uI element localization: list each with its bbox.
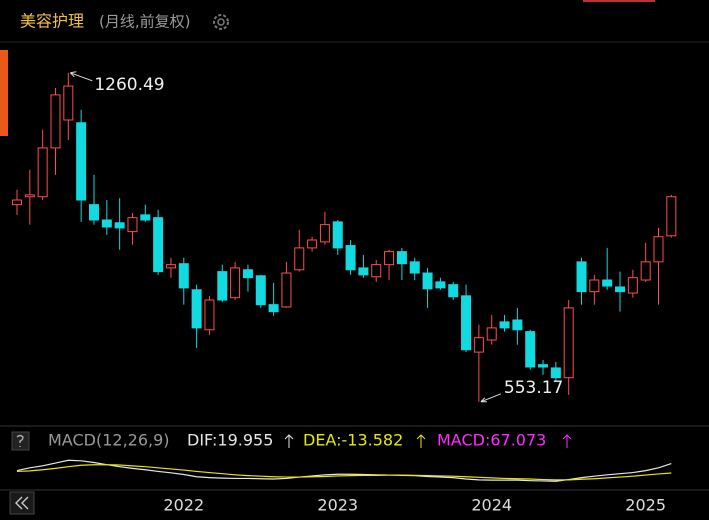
candle-body	[178, 263, 189, 289]
candle-body	[666, 196, 677, 237]
candle-body	[473, 337, 484, 353]
chart-title: 美容护理	[20, 12, 84, 31]
candle-body	[602, 279, 613, 287]
candle-body	[268, 304, 279, 313]
candle-body	[345, 245, 356, 271]
candle-body	[230, 267, 241, 299]
legend-label: MACD:67.073	[437, 431, 546, 450]
candle-body	[37, 147, 48, 198]
gear-outer[interactable]	[213, 14, 229, 30]
candle-body	[640, 261, 651, 281]
min-label: 553.17	[504, 378, 563, 398]
candle-body	[165, 264, 176, 269]
candle-body	[461, 295, 472, 351]
candle-body	[217, 271, 228, 301]
candle-body	[63, 85, 74, 121]
candle-body	[422, 272, 433, 290]
collapse-button[interactable]	[9, 491, 35, 515]
candle-body	[307, 239, 318, 249]
candle-body	[499, 321, 510, 329]
candle-body	[50, 94, 61, 149]
candle-body	[486, 327, 497, 341]
candle-body	[140, 214, 151, 221]
candle-body	[24, 194, 35, 198]
candle-body	[384, 251, 395, 266]
x-tick-label: 2023	[317, 496, 358, 515]
candle-body	[550, 367, 561, 379]
candle-body	[204, 299, 215, 331]
candle-body	[538, 364, 549, 368]
settings-icon[interactable]	[213, 14, 229, 30]
candle-body	[76, 122, 87, 201]
candle-body	[615, 286, 626, 293]
candle-body	[512, 319, 523, 331]
candle-body	[281, 272, 292, 308]
candle-body	[127, 217, 138, 233]
candle-body	[435, 281, 446, 289]
help-button[interactable]	[11, 431, 30, 451]
candle-body	[332, 221, 343, 249]
trend-arrow	[284, 434, 294, 448]
candle-body	[576, 261, 587, 293]
collapse-glyph[interactable]	[15, 496, 29, 510]
candle-body	[371, 264, 382, 278]
trend-arrow	[562, 434, 572, 448]
x-tick-label: 2024	[471, 496, 512, 515]
candle-body	[409, 261, 420, 274]
tab-indicator	[583, 0, 655, 2]
legend-label: DIF:19.955	[187, 431, 273, 450]
candle-body	[101, 219, 112, 228]
gear-inner[interactable]	[217, 18, 225, 26]
candle-body	[114, 222, 125, 229]
candle-body	[563, 307, 574, 379]
candle-body	[153, 217, 164, 273]
annotation-arrow	[69, 71, 93, 82]
candle-body	[12, 199, 22, 206]
candle-body	[191, 289, 202, 329]
candle-body	[627, 277, 638, 294]
legend-label: DEA:-13.582	[303, 431, 403, 450]
candle-body	[319, 224, 330, 243]
candle-body	[448, 284, 459, 298]
annotation-arrow	[480, 393, 502, 403]
macd-title: MACD(12,26,9)	[48, 431, 170, 450]
chart-subtitle: (月线,前复权)	[99, 13, 190, 31]
candle-body	[242, 269, 253, 279]
candle-body	[294, 247, 305, 271]
max-label: 1260.49	[94, 75, 164, 95]
x-tick-label: 2022	[163, 496, 204, 515]
candle-body	[589, 279, 600, 293]
candle-body	[653, 236, 664, 263]
candle-body	[525, 331, 536, 368]
help-glyph[interactable]	[16, 434, 24, 448]
candle-body	[255, 275, 266, 306]
candle-body	[358, 267, 369, 276]
trend-arrow	[416, 434, 426, 448]
x-tick-label: 2025	[625, 496, 666, 515]
candle-body	[396, 251, 407, 265]
macd-line	[16, 464, 672, 481]
side-marker	[0, 50, 8, 136]
candle-body	[88, 204, 99, 221]
